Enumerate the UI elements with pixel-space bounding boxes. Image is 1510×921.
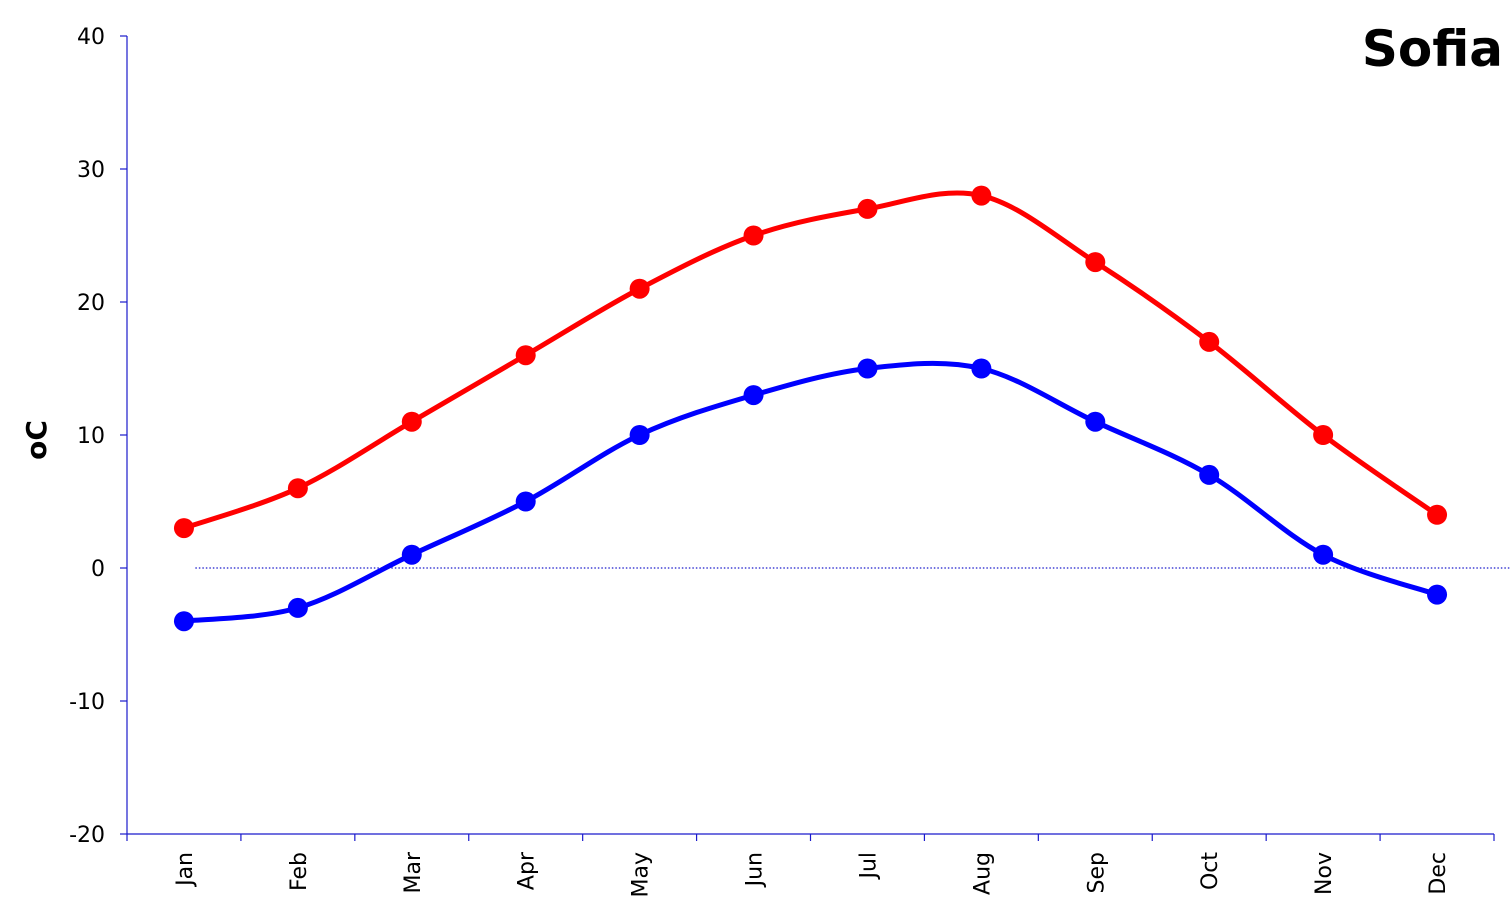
y-tick-label: 10 (77, 424, 105, 449)
x-tick-label: Nov (1312, 852, 1337, 895)
series-2-point (515, 491, 536, 512)
series-2-point (971, 358, 992, 379)
series-2 (173, 358, 1448, 632)
series-2-point (173, 611, 194, 632)
series-1-point (1427, 504, 1448, 525)
series-1-point (857, 198, 878, 219)
series-1-point (1085, 252, 1106, 273)
series-1 (173, 185, 1448, 539)
x-tick-label: Jun (743, 852, 768, 888)
series-1-point (743, 225, 764, 246)
series-1-point (401, 411, 422, 432)
x-tick-label: Oct (1198, 852, 1223, 890)
x-tick-label: Dec (1426, 852, 1451, 895)
series-2-point (857, 358, 878, 379)
series-1-point (971, 185, 992, 206)
series-1-point (629, 278, 650, 299)
series-2-point (1427, 584, 1448, 605)
series-1-point (1199, 331, 1220, 352)
y-tick-label: 20 (77, 291, 105, 316)
series-1-point (515, 345, 536, 366)
y-tick-label: 0 (91, 557, 105, 582)
y-tick-label: 40 (77, 25, 105, 50)
y-tick-label: -10 (69, 690, 105, 715)
chart-title: Sofia (1362, 20, 1503, 78)
x-tick-label: Jul (856, 852, 881, 881)
x-tick-label: Aug (970, 852, 995, 895)
series-1-point (287, 478, 308, 499)
series-1-point (1313, 425, 1334, 445)
x-tick-label: Apr (515, 851, 540, 890)
y-axis-label: oC (20, 420, 53, 460)
x-tick-label: Sep (1084, 852, 1109, 893)
series-layer (173, 185, 1448, 632)
series-2-point (743, 385, 764, 406)
series-2-point (629, 425, 650, 445)
series-1-point (173, 518, 194, 539)
x-tick-label: Mar (401, 851, 426, 893)
x-tick-label: May (629, 852, 654, 897)
series-2-point (1199, 464, 1220, 485)
y-tick-label: -20 (69, 823, 105, 848)
y-tick-label: 30 (77, 158, 105, 183)
x-tick-label: Feb (287, 852, 312, 891)
x-tick-label: Jan (173, 852, 198, 888)
series-2-point (287, 597, 308, 618)
series-2-point (1085, 411, 1106, 432)
axes: 40 30 20 10 0 -10 -20 Jan Feb Mar Apr May Jun Jul Aug S… (69, 25, 1510, 897)
series-1-line (181, 190, 1440, 531)
series-2-point (1313, 544, 1334, 565)
series-2-line (181, 360, 1440, 624)
series-2-point (401, 544, 422, 565)
